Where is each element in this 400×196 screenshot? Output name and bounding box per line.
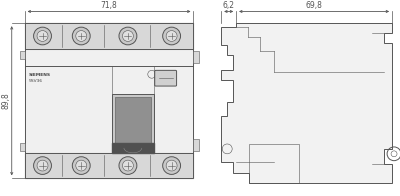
Circle shape — [76, 31, 87, 41]
Circle shape — [119, 27, 137, 45]
Circle shape — [119, 157, 137, 174]
Circle shape — [76, 160, 87, 171]
Text: SIEMENS: SIEMENS — [29, 73, 51, 77]
Circle shape — [163, 157, 180, 174]
Polygon shape — [194, 51, 200, 63]
Circle shape — [122, 160, 133, 171]
Circle shape — [72, 157, 90, 174]
Circle shape — [166, 160, 177, 171]
Polygon shape — [20, 51, 25, 59]
Circle shape — [163, 27, 180, 45]
Circle shape — [37, 160, 48, 171]
Text: 6,2: 6,2 — [223, 2, 235, 10]
Text: 5SV36: 5SV36 — [29, 79, 43, 83]
Circle shape — [166, 31, 177, 41]
Polygon shape — [115, 97, 151, 143]
Polygon shape — [112, 94, 154, 153]
Circle shape — [122, 31, 133, 41]
Text: 89,8: 89,8 — [2, 92, 11, 109]
Text: 71,8: 71,8 — [101, 2, 118, 10]
Circle shape — [34, 157, 52, 174]
Polygon shape — [20, 143, 25, 151]
FancyBboxPatch shape — [155, 70, 176, 86]
Polygon shape — [221, 23, 392, 183]
Circle shape — [37, 31, 48, 41]
Polygon shape — [194, 139, 200, 151]
Circle shape — [34, 27, 52, 45]
Text: 69,8: 69,8 — [306, 2, 322, 10]
Circle shape — [72, 27, 90, 45]
